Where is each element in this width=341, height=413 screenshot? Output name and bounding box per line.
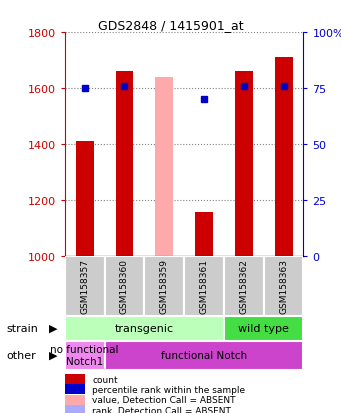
Text: count: count	[92, 375, 118, 384]
Bar	[65, 316, 224, 341]
Text: no functional
Notch1: no functional Notch1	[50, 344, 119, 366]
Text: GSM158360: GSM158360	[120, 259, 129, 313]
Text: percentile rank within the sample: percentile rank within the sample	[92, 385, 245, 394]
Text: GSM158361: GSM158361	[199, 259, 209, 313]
Bar	[105, 256, 144, 316]
Bar	[65, 341, 105, 370]
Text: GSM158362: GSM158362	[239, 259, 248, 313]
Text: GDS2848 / 1415901_at: GDS2848 / 1415901_at	[98, 19, 243, 31]
Text: GSM158363: GSM158363	[279, 259, 288, 313]
Bar	[235, 72, 253, 256]
Text: other: other	[7, 350, 36, 360]
Bar	[144, 256, 184, 316]
Text: strain: strain	[7, 323, 39, 333]
Text: ▶: ▶	[49, 323, 57, 333]
Bar	[224, 256, 264, 316]
Bar	[76, 142, 94, 256]
Text: GSM158357: GSM158357	[80, 259, 89, 313]
Bar	[116, 72, 133, 256]
Text: transgenic: transgenic	[115, 323, 174, 333]
Bar	[65, 395, 85, 405]
Bar	[155, 78, 173, 256]
Bar	[275, 58, 293, 256]
Text: wild type: wild type	[238, 323, 289, 333]
Bar	[224, 316, 303, 341]
Text: rank, Detection Call = ABSENT: rank, Detection Call = ABSENT	[92, 406, 231, 413]
Bar	[65, 385, 85, 394]
Text: GSM158359: GSM158359	[160, 259, 169, 313]
Bar	[105, 341, 303, 370]
Text: value, Detection Call = ABSENT: value, Detection Call = ABSENT	[92, 395, 236, 404]
Bar	[65, 374, 85, 384]
Bar	[65, 256, 105, 316]
Bar	[184, 256, 224, 316]
Bar	[65, 405, 85, 413]
Text: ▶: ▶	[49, 350, 57, 360]
Text: functional Notch: functional Notch	[161, 350, 247, 360]
Bar	[195, 213, 213, 256]
Bar	[264, 256, 303, 316]
